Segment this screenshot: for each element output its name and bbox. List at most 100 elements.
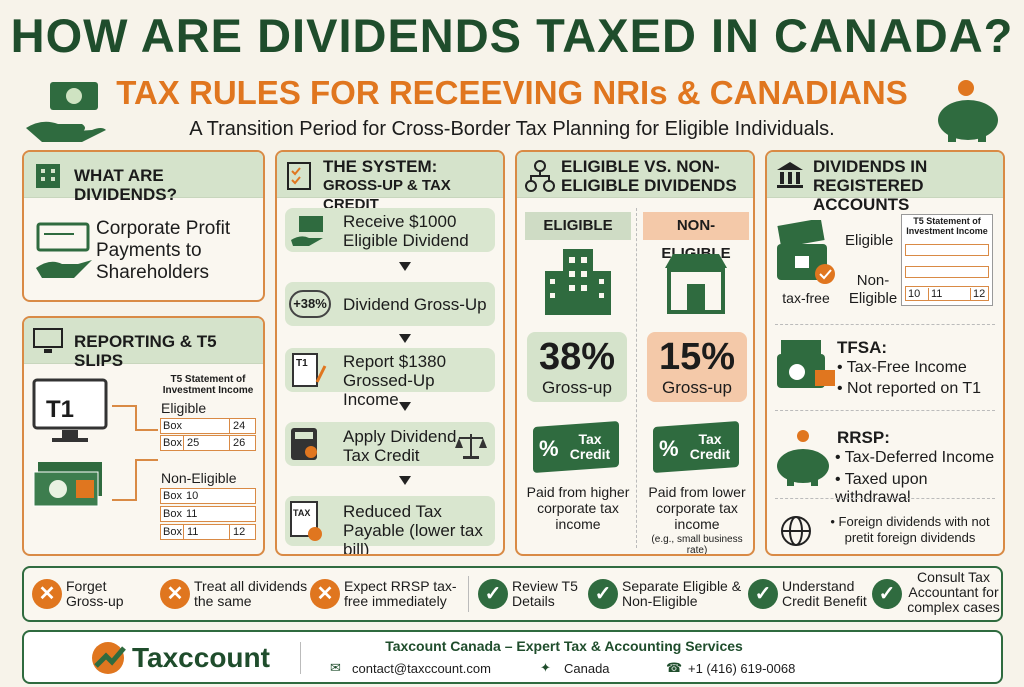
slip-field [905, 244, 989, 256]
title: HOW ARE DIVIDENDS TAXED IN CANADA? [10, 9, 1014, 62]
tfsa-point: • Not reported on T1 [837, 380, 982, 397]
document-icon-label: T1 [296, 358, 308, 369]
tfsa-title: TFSA: [837, 338, 888, 357]
panel-header [24, 152, 263, 198]
arrow [399, 262, 411, 271]
column-label: ELIGIBLE [525, 212, 631, 240]
step-text: Apply Dividend Tax Credit [343, 427, 457, 465]
dont-tip: Expect RRSP tax-free immediately [344, 578, 457, 609]
box-number: 11 [186, 508, 198, 520]
tfsa-point: • Tax-Free Income [837, 359, 967, 376]
column-label: NON-ELIGIBLE [643, 212, 749, 262]
do-icon: ✓ [478, 579, 508, 609]
footer: Taxccount Taxcount Canada – Expert Tax &… [22, 630, 1003, 684]
do-tip: Understand Credit Benefit [782, 578, 867, 609]
globe-icon [781, 516, 811, 546]
gross-up-badge: +38% [289, 290, 331, 318]
box-label: Box [163, 420, 182, 432]
slip-row: Box 24 [160, 418, 256, 434]
step-text: Dividend Gross-Up [343, 295, 487, 314]
definition-text: Corporate Profit Payments to Shareholder… [96, 218, 231, 283]
step-text: Receive $1000 Eligible Dividend [343, 212, 469, 250]
dont-icon: ✕ [32, 579, 62, 609]
cash-icon [33, 462, 102, 507]
arrow [399, 402, 411, 411]
company: Taxcount Canada – Expert Tax & Accountin… [385, 638, 743, 654]
rrsp-point: • Tax-Deferred Income [835, 449, 995, 466]
money-hand-icon [291, 216, 323, 246]
reporting-panel: REPORTING & T5 SLIPS T1 T5 Statement of … [22, 316, 265, 556]
slip-row: Box 11 [160, 506, 256, 522]
locked-cash-icon [777, 220, 835, 284]
monitor-icon [33, 328, 63, 353]
eligible-label: Eligible [161, 400, 207, 416]
eligible-label: Eligible [845, 232, 894, 249]
slip-boxes: 10 11 12 [905, 286, 989, 301]
logo-text: Taxccount [132, 642, 270, 673]
dont-tip: Forget Gross-up [66, 578, 124, 609]
do-icon: ✓ [872, 579, 902, 609]
box-number: 26 [229, 436, 245, 450]
box-number: 24 [229, 419, 245, 433]
phone-icon: ☎ [666, 660, 683, 675]
t1-monitor [32, 378, 108, 442]
shop-icon [665, 254, 727, 314]
t5-slip [901, 214, 993, 306]
rate-box [647, 332, 747, 402]
tfsa-icon [777, 340, 835, 388]
divider [468, 576, 469, 612]
box-number: 12 [229, 525, 245, 539]
hierarchy-icon [525, 160, 555, 192]
bank-icon [777, 162, 803, 188]
box-label: Box [163, 526, 182, 538]
box-number: 10 [186, 490, 199, 502]
separator [775, 324, 995, 325]
separator [775, 498, 995, 499]
non-eligible-label: Non-Eligible [161, 470, 237, 486]
do-icon: ✓ [588, 579, 618, 609]
box-number: 11 [183, 525, 198, 539]
money-hand-icon [26, 82, 106, 142]
office-building-icon [545, 249, 611, 315]
column-note-small: (e.g., small business rate) [651, 534, 743, 556]
panel-title: WHAT ARE DIVIDENDS? [74, 166, 177, 204]
tips-strip: ✕ Forget Gross-up ✕ Treat all dividends … [22, 566, 1003, 622]
do-tip: Separate Eligible & Non-Eligible [622, 578, 742, 609]
checklist-icon [287, 162, 311, 190]
tax-document-icon [290, 501, 322, 541]
tax-icon-label: TAX [293, 508, 311, 518]
email: contact@taxccount.com [352, 661, 491, 676]
monitor-label: T1 [46, 396, 75, 423]
badge-text: Tax Credit [569, 431, 611, 462]
box-label: Box [163, 437, 182, 449]
eligible-vs-panel: ELIGIBLE VS. NON-ELIGIBLE DIVIDENDS ELIG… [515, 150, 755, 556]
box-label: Box [163, 508, 182, 520]
slip-title: T5 Statement of Investment Income [162, 374, 254, 396]
phone: +1 (416) 619-0068 [688, 661, 796, 676]
rate-label: Gross-up [542, 378, 612, 397]
location-icon: ✦ [540, 660, 551, 675]
rate: 38% [538, 336, 616, 378]
rrsp-point: • Taxed upon withdrawal [835, 471, 928, 506]
panel-header [517, 152, 753, 198]
building-icon [36, 164, 60, 188]
do-tip: Review T5 Details [512, 578, 578, 609]
rrsp-piggy-icon [777, 430, 829, 486]
rate-label: Gross-up [662, 378, 732, 397]
step-text: Reduced Tax Payable (lower tax bill) [343, 502, 483, 556]
percent-symbol: % [659, 436, 679, 461]
location: Canada [564, 661, 610, 676]
piggy-bank-icon [938, 80, 998, 142]
panel-title-line: THE SYSTEM: [323, 157, 438, 176]
panel-header [277, 152, 503, 198]
slip-row: Box 25 26 [160, 435, 256, 451]
do-tip: Consult Tax Accountant for complex cases [907, 569, 1000, 615]
box-number: 25 [183, 436, 199, 450]
foreign-note: • Foreign dividends with not pretit fore… [830, 514, 990, 545]
panel-title: DIVIDENDS IN REGISTERED ACCOUNTS [813, 157, 928, 214]
rate-box [527, 332, 627, 402]
non-eligible-label: Non-Eligible [848, 272, 898, 307]
box-number: 10 [908, 288, 921, 300]
box-label: Box [163, 490, 182, 502]
